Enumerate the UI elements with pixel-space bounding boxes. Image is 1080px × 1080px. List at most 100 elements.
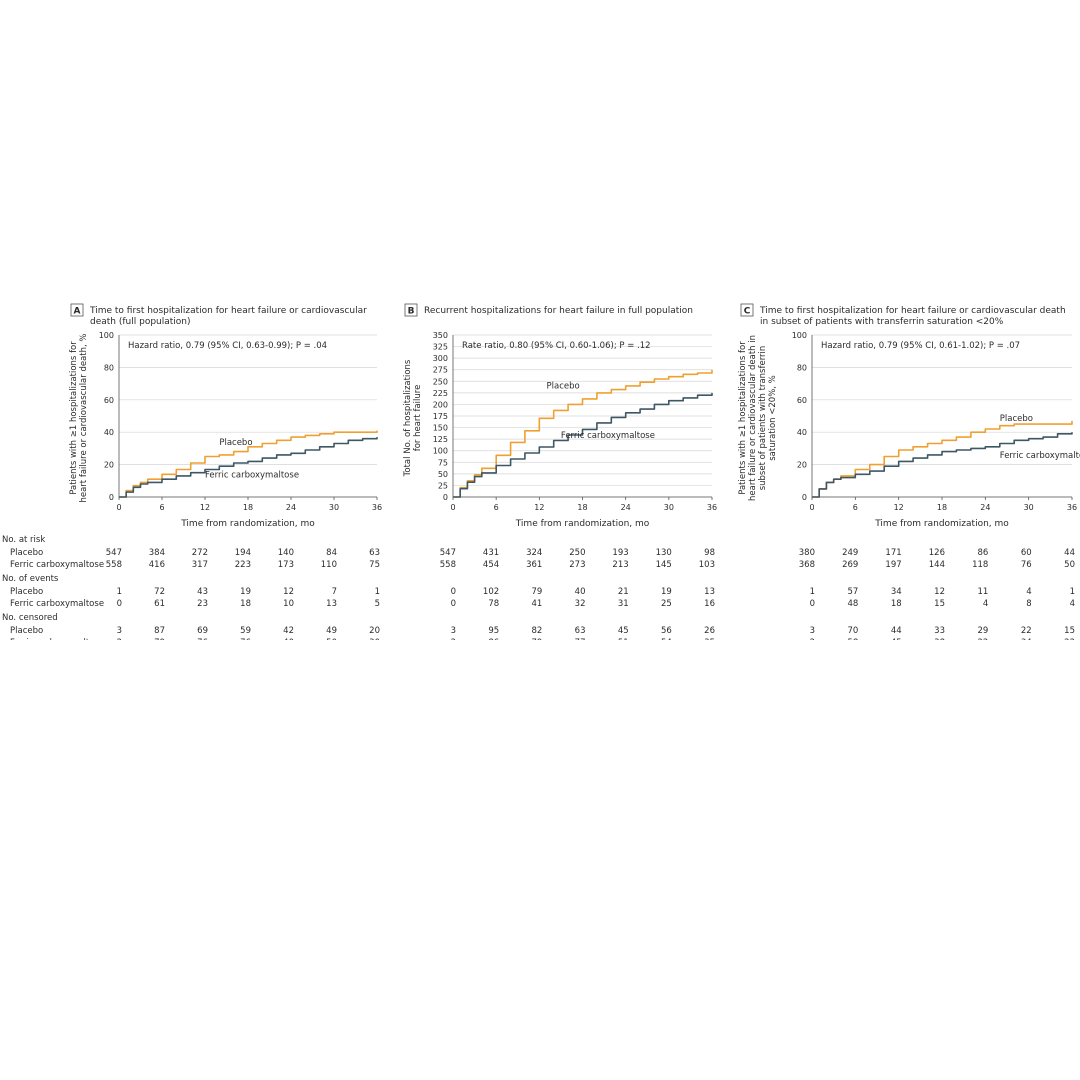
at-risk-fcm-value: 50 <box>1064 560 1075 570</box>
panel-title: Time to first hospitalization for heart … <box>89 306 367 316</box>
series-label-placebo: Placebo <box>1000 414 1033 424</box>
series-line-fcm <box>812 432 1073 498</box>
events-placebo-value: 1 <box>1070 587 1075 597</box>
y-tick-label: 275 <box>433 366 448 375</box>
events-placebo-value: 57 <box>848 587 859 597</box>
at-risk-placebo-value: 431 <box>483 548 499 558</box>
panel-letter: B <box>408 307 415 317</box>
panel-letter-box <box>70 303 84 317</box>
series-line-placebo <box>119 430 378 498</box>
y-tick-label: 0 <box>109 493 114 502</box>
censored-placebo-value: 49 <box>326 626 337 636</box>
table-label-placebo: Placebo <box>10 548 43 558</box>
series-line-fcm <box>453 392 713 498</box>
events-placebo-value: 12 <box>283 587 294 597</box>
table-label-placebo: Placebo <box>10 626 43 636</box>
censored-placebo-value: 56 <box>661 626 672 636</box>
table-label-fcm: Ferric carboxymaltose <box>10 599 104 609</box>
events-placebo-value: 21 <box>618 587 629 597</box>
panel-b: B Recurrent hospitalizations for heart fa… <box>403 303 717 640</box>
events-placebo-value: 102 <box>483 587 499 597</box>
events-fcm-value: 25 <box>661 599 672 609</box>
y-tick-label: 125 <box>433 435 448 444</box>
events-placebo-value: 43 <box>197 587 208 597</box>
table-label-fcm: Ferric carboxymaltose <box>10 560 104 570</box>
censored-fcm-value: 2 <box>810 638 815 640</box>
censored-fcm-value: 58 <box>848 638 859 640</box>
at-risk-fcm-value: 269 <box>842 560 858 570</box>
at-risk-fcm-value: 144 <box>929 560 945 570</box>
x-tick-label: 0 <box>116 503 121 512</box>
y-tick-label: 50 <box>438 470 448 479</box>
y-tick-label: 60 <box>104 396 114 405</box>
events-placebo-value: 12 <box>934 587 945 597</box>
at-risk-placebo-value: 86 <box>978 548 989 558</box>
censored-fcm-value: 77 <box>575 638 586 640</box>
at-risk-placebo-value: 249 <box>842 548 858 558</box>
events-placebo-value: 11 <box>978 587 989 597</box>
panel-title: in subset of patients with transferrin s… <box>760 317 1004 327</box>
at-risk-fcm-value: 197 <box>885 560 901 570</box>
events-placebo-value: 19 <box>240 587 251 597</box>
stat-annotation: Rate ratio, 0.80 (95% CI, 0.60-1.06); P … <box>462 341 651 351</box>
y-axis-label: heart failure or cardiovascular death in <box>748 335 758 501</box>
x-tick-label: 30 <box>329 503 339 512</box>
x-tick-label: 36 <box>372 503 382 512</box>
x-tick-label: 24 <box>286 503 296 512</box>
censored-placebo-value: 33 <box>934 626 945 636</box>
series-label-fcm: Ferric carboxymaltose <box>205 471 299 481</box>
y-tick-label: 75 <box>438 458 448 467</box>
y-axis-label: for heart failure <box>413 385 423 452</box>
x-tick-label: 12 <box>534 503 544 512</box>
x-tick-label: 36 <box>1067 503 1077 512</box>
y-tick-label: 40 <box>104 428 114 437</box>
x-tick-label: 30 <box>1024 503 1034 512</box>
at-risk-fcm-value: 75 <box>369 560 380 570</box>
x-tick-label: 18 <box>243 503 253 512</box>
km-figure: No. at risk Placebo Ferric carboxymaltose N… <box>2 303 1080 640</box>
events-placebo-value: 79 <box>532 587 543 597</box>
y-tick-label: 60 <box>797 396 807 405</box>
censored-placebo-value: 26 <box>704 626 715 636</box>
events-placebo-value: 1 <box>810 587 815 597</box>
events-fcm-value: 23 <box>197 599 208 609</box>
y-tick-label: 250 <box>433 377 448 386</box>
events-fcm-value: 5 <box>375 599 380 609</box>
events-placebo-value: 7 <box>332 587 337 597</box>
y-tick-label: 0 <box>443 493 448 502</box>
x-tick-label: 36 <box>707 503 717 512</box>
at-risk-fcm-value: 317 <box>192 560 208 570</box>
at-risk-placebo-value: 194 <box>235 548 251 558</box>
x-tick-label: 12 <box>200 503 210 512</box>
series-label-placebo: Placebo <box>547 382 580 392</box>
y-tick-label: 40 <box>797 428 807 437</box>
y-tick-label: 20 <box>104 461 114 470</box>
series-line-fcm <box>119 437 378 498</box>
censored-fcm-value: 35 <box>704 638 715 640</box>
events-placebo-value: 1 <box>117 587 122 597</box>
x-tick-label: 0 <box>450 503 455 512</box>
x-tick-label: 6 <box>494 503 499 512</box>
censored-fcm-value: 22 <box>978 638 989 640</box>
events-fcm-value: 8 <box>1026 599 1031 609</box>
y-tick-label: 80 <box>797 363 807 372</box>
y-tick-label: 350 <box>433 331 448 340</box>
y-tick-label: 100 <box>99 331 114 340</box>
events-placebo-value: 0 <box>451 587 456 597</box>
events-fcm-value: 18 <box>891 599 902 609</box>
censored-fcm-value: 76 <box>240 638 251 640</box>
events-placebo-value: 34 <box>891 587 902 597</box>
censored-fcm-value: 50 <box>326 638 337 640</box>
censored-fcm-value: 79 <box>532 638 543 640</box>
at-risk-placebo-value: 98 <box>704 548 715 558</box>
censored-fcm-value: 51 <box>618 638 629 640</box>
table-label-fcm: Ferric carboxymaltose <box>10 638 104 640</box>
figure-clip: No. at risk Placebo Ferric carboxymaltose N… <box>2 303 1080 640</box>
series-label-fcm: Ferric carboxymaltose <box>561 431 655 441</box>
panel-title: Time to first hospitalization for heart … <box>759 306 1066 316</box>
series-label-fcm: Ferric carboxymaltose <box>1000 451 1080 461</box>
at-risk-fcm-value: 145 <box>656 560 672 570</box>
at-risk-fcm-value: 273 <box>569 560 585 570</box>
at-risk-fcm-value: 416 <box>149 560 165 570</box>
events-placebo-value: 19 <box>661 587 672 597</box>
